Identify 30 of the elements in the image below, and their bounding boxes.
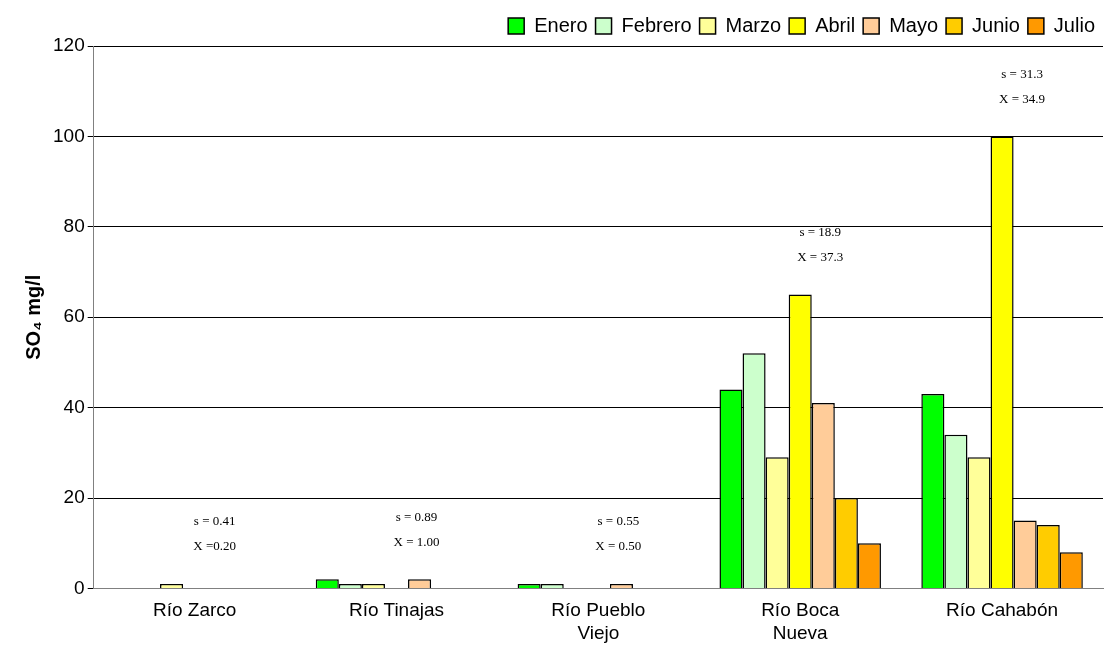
annotation: s = 18.9 bbox=[799, 224, 842, 240]
legend-label: Marzo bbox=[725, 13, 782, 36]
annotation: X = 0.50 bbox=[595, 538, 642, 554]
y-tick-label: 60 bbox=[63, 305, 85, 327]
annotation: s = 31.3 bbox=[1001, 65, 1043, 81]
x-tick-label: Río Tinajas bbox=[348, 599, 445, 621]
x-tick-label: Río Cahabón bbox=[946, 599, 1059, 621]
y-tick-label: 120 bbox=[53, 34, 85, 56]
y-tick-label: 20 bbox=[63, 486, 85, 508]
annotation: X =0.20 bbox=[193, 538, 236, 554]
y-tick-label: 80 bbox=[63, 215, 85, 237]
annotation: X = 37.3 bbox=[797, 249, 844, 265]
annotation: s = 0.55 bbox=[597, 513, 640, 529]
y-tick-label: 100 bbox=[53, 124, 85, 146]
x-tick-label: Río Boca Nueva bbox=[761, 599, 840, 643]
annotation: X = 34.9 bbox=[999, 90, 1046, 106]
legend-label: Enero bbox=[534, 13, 588, 36]
annotation: s = 0.41 bbox=[193, 513, 236, 529]
legend-label: Mayo bbox=[889, 13, 939, 36]
legend-label: Febrero bbox=[621, 13, 692, 36]
legend-label: Abril bbox=[815, 13, 856, 36]
annotation: X = 1.00 bbox=[393, 533, 440, 549]
y-tick-label: 40 bbox=[63, 395, 85, 417]
x-tick-label: Río Zarco bbox=[152, 599, 237, 621]
legend-label: Julio bbox=[1053, 13, 1096, 36]
y-axis-title: SO₄ mg/l bbox=[21, 274, 44, 360]
legend-label: Junio bbox=[972, 13, 1020, 36]
x-tick-label: Río Pueblo Viejo bbox=[551, 599, 646, 643]
annotation: s = 0.89 bbox=[395, 508, 438, 524]
y-tick-label: 0 bbox=[74, 576, 85, 598]
